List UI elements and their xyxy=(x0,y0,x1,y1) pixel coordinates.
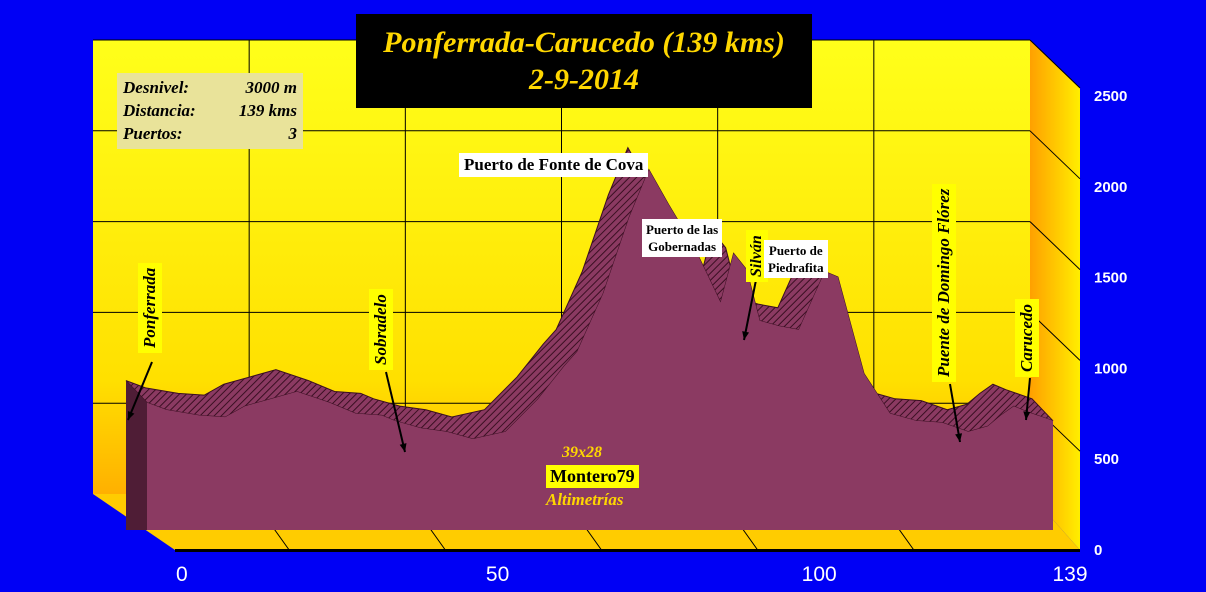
label-gobernadas: Puerto de las Gobernadas xyxy=(642,219,723,257)
annotation-arrowhead xyxy=(127,411,135,420)
x-tick-label: 100 xyxy=(802,563,837,586)
profile-series xyxy=(125,146,1054,530)
label-piedrafita-line2: Piedrafita xyxy=(768,260,824,275)
axes: 0 500 1000 1500 2000 2500 0 50 100 139 xyxy=(127,88,1127,586)
y-tick-label: 500 xyxy=(1094,451,1119,468)
annotation-arrowhead xyxy=(1023,411,1031,420)
info-box: Desnivel: 3000 m Distancia: 139 kms Puer… xyxy=(117,73,303,149)
info-label: Puertos: xyxy=(123,124,183,143)
y-tick-label: 0 xyxy=(1094,542,1102,559)
label-ponferrada: Ponferrada xyxy=(138,262,162,353)
info-value: 3 xyxy=(288,124,298,143)
label-fonte-de-cova: Puerto de Fonte de Cova xyxy=(459,153,649,177)
grid-line-side xyxy=(1029,130,1081,180)
credit-site: Altimetrías xyxy=(546,490,624,509)
y-tick-label: 1000 xyxy=(1094,360,1127,377)
chart-title-box: Ponferrada-Carucedo (139 kms) 2-9-2014 xyxy=(356,14,812,108)
x-tick-label: 50 xyxy=(486,563,509,586)
annotation-arrowhead xyxy=(399,443,407,452)
credit-author: Montero79 xyxy=(546,465,639,488)
credit-grid: 39x28 xyxy=(562,444,602,461)
annotation-arrowhead xyxy=(742,331,750,340)
label-piedrafita-line1: Puerto de xyxy=(768,243,823,258)
y-tick-label: 1500 xyxy=(1094,270,1127,287)
label-piedrafita: Puerto de Piedrafita xyxy=(764,240,828,278)
y-tick-label: 2500 xyxy=(1094,88,1127,105)
label-carucedo: Carucedo xyxy=(1015,299,1039,377)
label-gobernadas-line2: Gobernadas xyxy=(648,239,717,254)
label-gobernadas-line1: Puerto de las xyxy=(646,222,719,237)
grid-line-side xyxy=(1029,39,1081,89)
info-row-distancia: Distancia: 139 kms xyxy=(123,99,297,122)
info-value: 139 kms xyxy=(238,101,297,120)
x-tick-label: 0 xyxy=(176,563,188,586)
info-row-desnivel: Desnivel: 3000 m xyxy=(123,76,297,99)
annotation-arrow xyxy=(949,383,961,443)
info-label: Desnivel: xyxy=(123,78,190,97)
chart-subtitle: 2-9-2014 xyxy=(529,63,639,96)
floor-edge xyxy=(175,549,1080,552)
annotation-arrow xyxy=(743,279,757,341)
info-label: Distancia: xyxy=(123,101,196,120)
annotation-arrow xyxy=(385,371,406,453)
info-row-puertos: Puertos: 3 xyxy=(123,122,297,145)
label-sobradelo: Sobradelo xyxy=(369,289,393,370)
annotation-arrow xyxy=(127,361,153,421)
profile-front-face xyxy=(147,169,1053,530)
annotation-arrowhead xyxy=(955,433,963,442)
profile-side-face xyxy=(126,380,147,530)
grid-line-side xyxy=(1029,221,1081,270)
label-domingo-florez: Puente de Domingo Flórez xyxy=(932,183,956,382)
chart-title: Ponferrada-Carucedo (139 kms) xyxy=(383,26,785,59)
x-tick-label: 139 xyxy=(1052,563,1087,586)
info-value: 3000 m xyxy=(245,78,297,97)
y-tick-label: 2000 xyxy=(1094,179,1127,196)
